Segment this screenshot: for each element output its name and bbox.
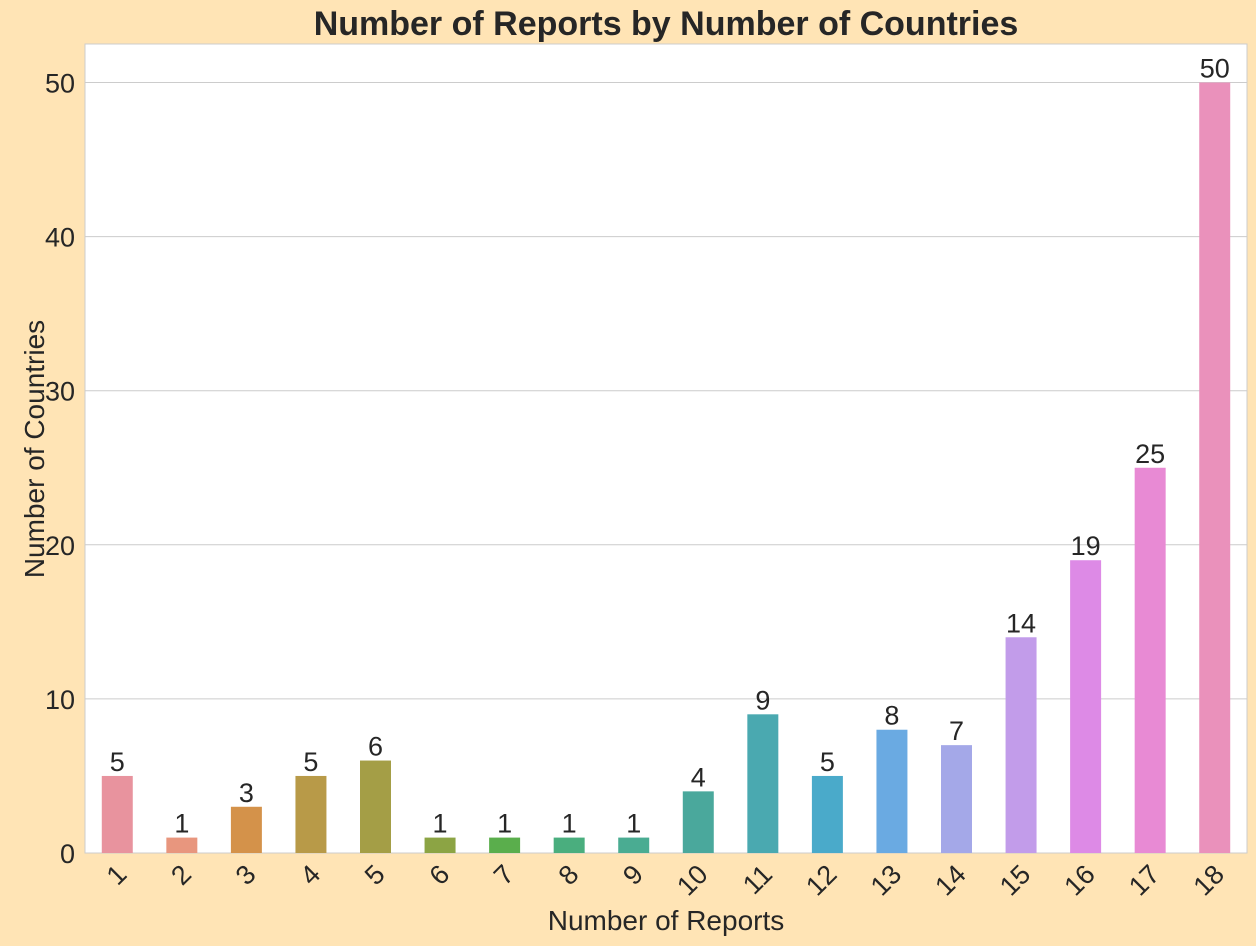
bar-value-label: 1 [497,809,512,839]
bar [424,837,456,853]
bar-value-label: 3 [239,778,254,808]
bar [811,775,843,853]
bar-value-label: 25 [1135,439,1165,469]
bar [1199,82,1231,854]
bar [166,837,198,853]
bar-value-label: 50 [1200,54,1230,84]
y-tick-label: 0 [60,839,75,869]
x-tick-label: 11 [737,859,778,900]
bar [1134,467,1166,853]
bar [1070,560,1102,853]
chart-title: Number of Reports by Number of Countries [314,5,1019,43]
bar-value-label: 1 [174,809,189,839]
bar-value-label: 5 [303,747,318,777]
bar [876,729,908,853]
bar [747,714,779,853]
bar-value-label: 6 [368,732,383,762]
y-axis-label: Number of Countries [19,320,50,578]
y-tick-label: 40 [45,223,75,253]
bars [101,82,1231,854]
x-tick-label: 16 [1058,859,1100,901]
bar-value-label: 4 [691,762,706,792]
x-tick-label: 12 [800,859,842,901]
bar [101,775,133,853]
y-tick-label: 20 [45,531,75,561]
bar [230,806,262,853]
bar-value-label: 1 [562,809,577,839]
gridlines [85,82,1247,700]
bar [553,837,585,853]
bar-value-label: 5 [820,747,835,777]
x-tick-label: 5 [359,859,391,891]
plot-background [84,43,1248,854]
x-tick-label: 4 [294,859,326,891]
bar [618,837,650,853]
bar [360,760,391,853]
x-tick-label: 10 [671,859,713,901]
x-tick-label: 2 [165,859,197,891]
x-tick-label: 8 [553,859,585,891]
x-tick-labels: 1 2 3 4 5 6 7 8 9 10 11 12 13 14 15 16 17 18 [101,859,1230,901]
x-tick-label: 6 [423,859,455,891]
bar [1005,637,1037,853]
bar-value-label: 1 [626,809,641,839]
bar-value-label: 9 [755,685,770,715]
x-axis-label: Number of Reports [548,905,785,936]
bar-value-label: 19 [1071,531,1101,561]
x-tick-label: 13 [865,859,907,901]
y-tick-label: 10 [45,685,75,715]
bar [489,837,521,853]
bar-value-label: 8 [884,701,899,731]
bar-value-label: 14 [1006,608,1036,638]
x-tick-label: 7 [488,859,520,891]
y-tick-labels: 0 10 20 30 40 50 [45,69,75,869]
x-tick-label: 3 [230,859,262,891]
bar [682,791,714,853]
x-tick-label: 15 [994,859,1036,901]
x-tick-label: 17 [1123,859,1165,901]
x-tick-label: 1 [101,859,133,891]
x-tick-label: 14 [929,859,971,901]
bar [941,745,972,853]
x-tick-label: 9 [617,859,649,891]
bar-value-label: 5 [110,747,125,777]
bar [295,775,327,853]
x-tick-label: 18 [1188,859,1230,901]
y-tick-label: 50 [45,69,75,99]
bar-value-label: 7 [949,716,964,746]
y-tick-label: 30 [45,377,75,407]
bar-value-label: 1 [433,809,448,839]
